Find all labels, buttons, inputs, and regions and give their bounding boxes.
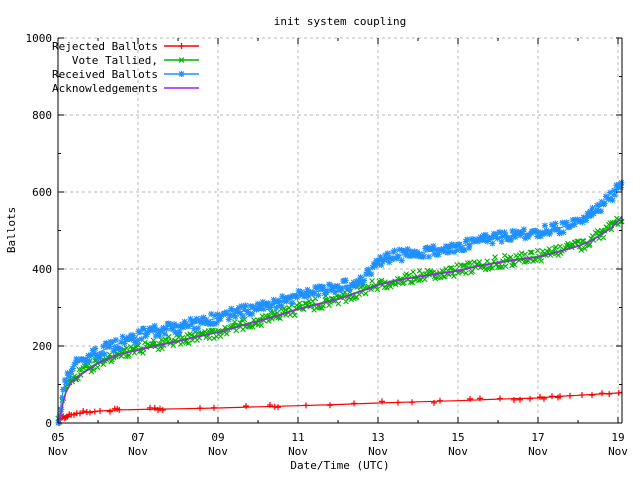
- series-vote-tallied: [55, 215, 625, 425]
- x-tick-label: 09: [211, 431, 224, 444]
- legend-entry-acknowledgements: Acknowledgements: [52, 82, 158, 95]
- legend-label-rejected-ballots: Rejected Ballots: [52, 40, 158, 53]
- chart-title: init system coupling: [274, 15, 406, 28]
- y-tick-label: 400: [32, 263, 52, 276]
- x-tick-label-month: Nov: [528, 445, 548, 458]
- legend: Rejected Ballots Vote Tallied, Received …: [52, 40, 199, 95]
- legend-sample-star-icon: [178, 71, 185, 77]
- x-tick-label: 07: [131, 431, 144, 444]
- data-series: [55, 179, 625, 426]
- legend-label-received-ballots: Received Ballots: [52, 68, 158, 81]
- x-tick-label-month: Nov: [448, 445, 468, 458]
- x-axis-label: Date/Time (UTC): [290, 459, 389, 472]
- y-tick-label: 1000: [26, 32, 53, 45]
- y-tick-labels: 0 200 400 600 800 1000: [26, 32, 53, 430]
- series-acknowledgements: [57, 216, 623, 424]
- legend-entry-rejected-ballots: Rejected Ballots: [52, 40, 158, 53]
- y-tick-label: 0: [45, 417, 52, 430]
- x-tick-label: 19: [611, 431, 624, 444]
- x-tick-label-month: Nov: [608, 445, 628, 458]
- legend-label-vote-tallied: Vote Tallied,: [72, 54, 158, 67]
- series-rejected-ballots: [56, 389, 623, 426]
- x-tick-label-month: Nov: [288, 445, 308, 458]
- x-tick-label: 17: [531, 431, 544, 444]
- legend-entry-received-ballots: Received Ballots: [52, 68, 158, 81]
- y-tick-label: 600: [32, 186, 52, 199]
- legend-line-samples: [164, 43, 199, 89]
- x-tick-label: 11: [291, 431, 304, 444]
- y-tick-label: 200: [32, 340, 52, 353]
- y-tick-label: 800: [32, 109, 52, 122]
- x-tick-label-month: Nov: [48, 445, 68, 458]
- x-tick-label-month: Nov: [128, 445, 148, 458]
- x-tick-label-month: Nov: [368, 445, 388, 458]
- series-received-ballots: [55, 179, 625, 426]
- legend-sample-cross-icon: [178, 57, 185, 63]
- x-tick-label: 05: [51, 431, 64, 444]
- y-axis-label: Ballots: [5, 207, 18, 253]
- legend-sample-plus-icon: [178, 43, 185, 49]
- legend-label-acknowledgements: Acknowledgements: [52, 82, 158, 95]
- x-tick-label-month: Nov: [208, 445, 228, 458]
- x-tick-label: 15: [451, 431, 464, 444]
- legend-entry-vote-tallied: Vote Tallied,: [72, 54, 158, 67]
- axis-ticks: [57, 37, 622, 424]
- x-tick-label: 13: [371, 431, 384, 444]
